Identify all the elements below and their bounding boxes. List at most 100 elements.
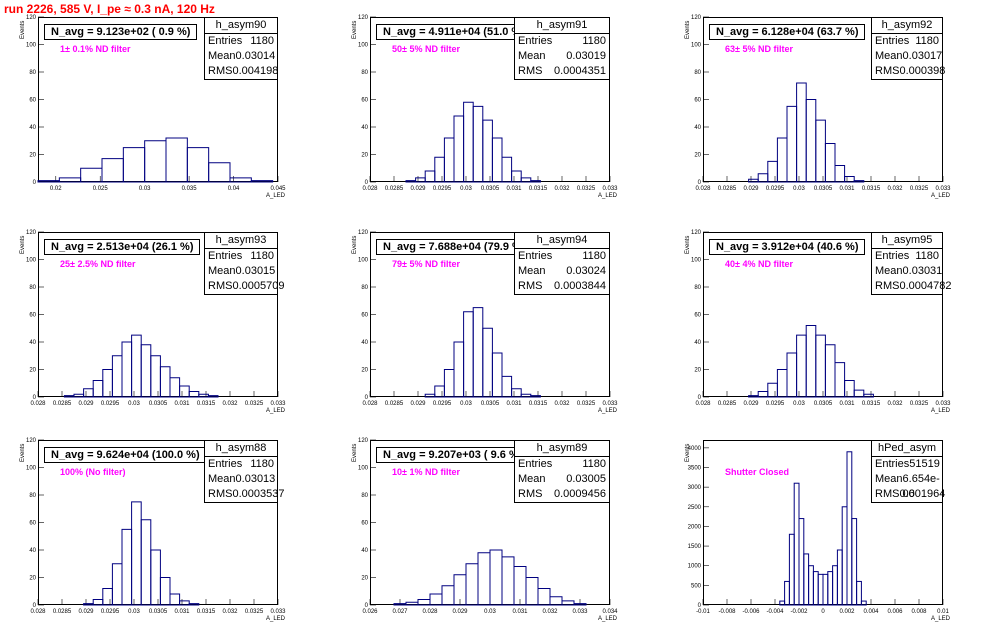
x-tick-label: 0.0285 bbox=[53, 609, 72, 615]
histogram-bar bbox=[159, 366, 171, 398]
y-tick-label: 80 bbox=[361, 70, 368, 76]
x-tick-label: 0.0285 bbox=[385, 186, 404, 192]
x-tick-label: 0.033 bbox=[602, 401, 618, 407]
histogram-bar bbox=[140, 344, 152, 398]
histogram-bar bbox=[434, 385, 445, 398]
histogram-bar bbox=[834, 165, 846, 183]
histogram-bar bbox=[465, 563, 479, 606]
x-tick-label: 0.006 bbox=[887, 609, 903, 615]
filter-annotation: 25± 2.5% ND filter bbox=[60, 259, 136, 269]
stats-key: Mean bbox=[208, 473, 236, 485]
x-tick-label: 0.032 bbox=[542, 609, 558, 615]
navg-label: N_avg = 9.207e+03 ( 9.6 %) bbox=[376, 447, 530, 463]
histogram-bar bbox=[805, 325, 817, 398]
navg-label: N_avg = 9.123e+02 ( 0.9 %) bbox=[44, 24, 198, 40]
stats-row-entries: Entries 1180 bbox=[515, 249, 609, 264]
histogram-bar bbox=[844, 380, 855, 398]
stats-value: 0.03014 bbox=[235, 50, 276, 62]
y-tick-label: 80 bbox=[694, 285, 701, 291]
x-tick-label: 0.0315 bbox=[197, 609, 216, 615]
x-tick-label: 0.0325 bbox=[577, 186, 596, 192]
histogram-bar bbox=[501, 156, 513, 183]
filter-annotation: Shutter Closed bbox=[725, 467, 790, 477]
x-tick-label: 0.029 bbox=[743, 401, 759, 407]
stats-row-entries: Entries 1180 bbox=[872, 249, 942, 264]
stats-row-entries: Entries 1180 bbox=[872, 34, 942, 49]
x-tick-label: 0.004 bbox=[863, 609, 879, 615]
y-tick-label: 20 bbox=[694, 153, 701, 159]
x-tick-label: 0.0295 bbox=[101, 401, 120, 407]
stats-key: Mean bbox=[875, 265, 903, 277]
histogram-bar bbox=[767, 160, 778, 183]
filter-annotation: 10± 1% ND filter bbox=[392, 467, 460, 477]
stats-box: h_asym92 Entries 1180 Mean 0.03017 RMS 0.00039… bbox=[871, 17, 945, 80]
stats-row-mean: Mean 6.654e-06 bbox=[872, 472, 942, 500]
histogram-bar bbox=[525, 577, 539, 606]
x-tick-label: 0.028 bbox=[362, 401, 378, 407]
histogram-bar bbox=[131, 334, 142, 398]
stats-row-rms: RMS 0.0009456 bbox=[515, 487, 609, 502]
stats-box: hPed_asym Entries 51519 Mean 6.654e-06 RMS 0.0… bbox=[871, 440, 945, 503]
histogram-bar bbox=[491, 137, 503, 183]
y-tick-label: 20 bbox=[361, 153, 368, 159]
x-tick-label: 0.0285 bbox=[53, 401, 72, 407]
x-tick-label: 0.035 bbox=[182, 186, 198, 192]
navg-label: N_avg = 7.688e+04 (79.9 %) bbox=[376, 239, 533, 255]
histogram-bar bbox=[472, 307, 484, 398]
histogram-bar bbox=[102, 588, 113, 606]
stats-row-entries: Entries 1180 bbox=[515, 34, 609, 49]
plot-area: 0 20 40 60 80 100 120 0.028 0.0285 0.029 0.0295 0.0… bbox=[358, 15, 618, 192]
stats-value: 0.0003537 bbox=[232, 488, 285, 500]
stats-row-mean: Mean 0.03019 bbox=[515, 49, 609, 64]
histogram-bar bbox=[834, 362, 846, 398]
stats-title: h_asym91 bbox=[515, 18, 609, 34]
histogram-bar bbox=[477, 552, 491, 606]
histogram-bar bbox=[798, 518, 805, 606]
y-tick-label: 60 bbox=[361, 313, 368, 319]
stats-row-rms: RMS 0.0003844 bbox=[515, 279, 609, 294]
y-tick-label: 100 bbox=[691, 43, 702, 49]
stats-row-rms: RMS 0.0004351 bbox=[515, 64, 609, 79]
x-tick-label: 0.0305 bbox=[814, 186, 833, 192]
filter-annotation: 1± 0.1% ND filter bbox=[60, 44, 131, 54]
x-tick-label: 0.031 bbox=[174, 609, 190, 615]
histogram-pad-h_asym89: 0 20 40 60 80 100 120 0.026 0.027 0.028 0.029 0.03 0… bbox=[358, 438, 618, 615]
y-tick-label: 0 bbox=[33, 180, 37, 186]
navg-label: N_avg = 3.912e+04 (40.6 %) bbox=[709, 239, 866, 255]
y-tick-label: 40 bbox=[361, 340, 368, 346]
histogram-pad-h_asym91: 0 20 40 60 80 100 120 0.028 0.0285 0.029 0.0295 0.0… bbox=[358, 15, 618, 192]
histogram-pad-h_asym95: 0 20 40 60 80 100 120 0.028 0.0285 0.029 0.0295 0.0… bbox=[691, 230, 951, 407]
stats-title: h_asym89 bbox=[515, 441, 609, 457]
y-tick-label: 20 bbox=[694, 368, 701, 374]
stats-box: h_asym93 Entries 1180 Mean 0.03015 RMS 0.00057… bbox=[204, 232, 284, 295]
stats-value: 0.0009456 bbox=[554, 488, 606, 500]
stats-key: Entries bbox=[518, 250, 553, 262]
plot-area: 0 20 40 60 80 100 120 0.028 0.0285 0.029 0.0295 0.0… bbox=[358, 230, 618, 407]
x-tick-label: 0.029 bbox=[78, 401, 94, 407]
x-tick-label: 0.031 bbox=[839, 401, 855, 407]
x-tick-label: 0.031 bbox=[839, 186, 855, 192]
histogram-bar bbox=[463, 101, 474, 183]
y-tick-label: 40 bbox=[29, 548, 36, 554]
y-tick-label: 20 bbox=[361, 576, 368, 582]
x-tick-label: 0.031 bbox=[506, 401, 522, 407]
histogram-bar bbox=[511, 388, 522, 398]
stats-value: 1180 bbox=[250, 250, 274, 262]
histogram-bar bbox=[491, 352, 503, 398]
histogram-bar bbox=[511, 170, 522, 183]
y-tick-label: 0 bbox=[33, 395, 37, 401]
histogram-bar bbox=[549, 596, 563, 606]
histogram-bar bbox=[73, 393, 85, 398]
x-tick-label: 0.002 bbox=[839, 609, 855, 615]
y-tick-label: 60 bbox=[694, 313, 701, 319]
stats-row-rms: RMS 0.001964 bbox=[872, 487, 945, 502]
filter-annotation: 79± 5% ND filter bbox=[392, 259, 460, 269]
y-tick-label: 100 bbox=[691, 258, 702, 264]
stats-row-entries: Entries 1180 bbox=[205, 249, 277, 264]
stats-value: 0.03019 bbox=[566, 50, 606, 62]
stats-value: 0.0004782 bbox=[899, 280, 952, 292]
histogram-bar bbox=[812, 571, 819, 606]
y-tick-label: 60 bbox=[361, 521, 368, 527]
x-tick-label: 0.04 bbox=[228, 186, 240, 192]
stats-value: 6.654e-06 bbox=[902, 473, 940, 500]
